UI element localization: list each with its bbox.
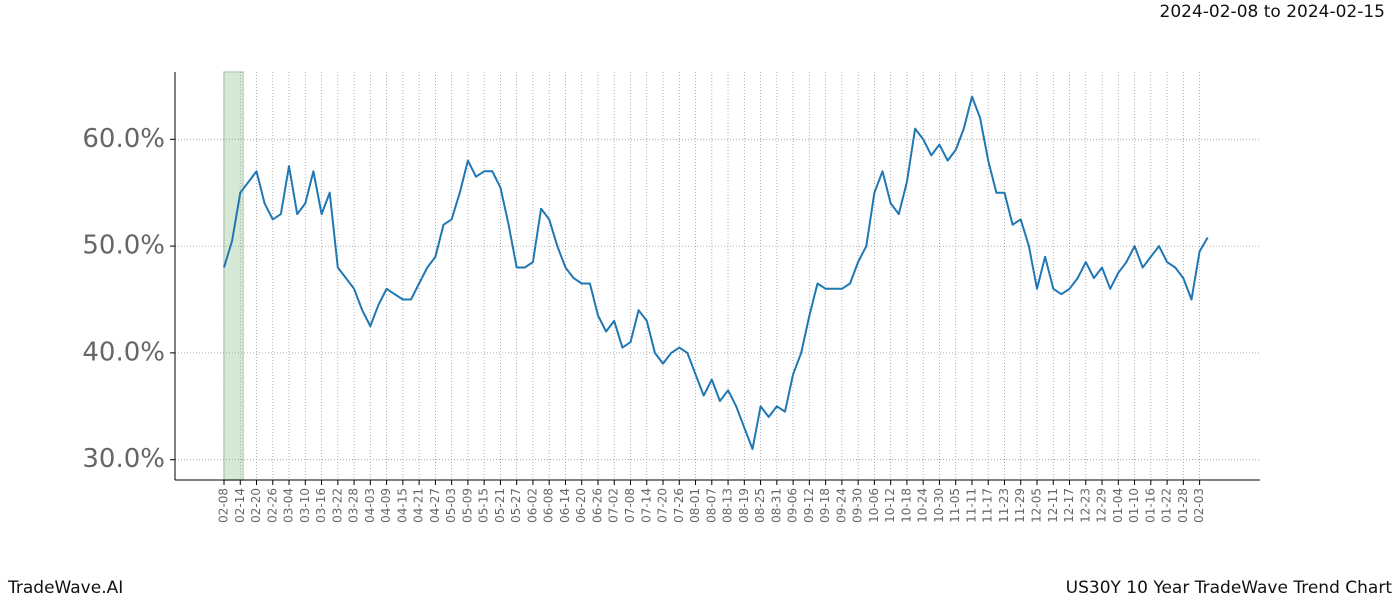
x-tick-label: 11-29 xyxy=(1013,488,1027,523)
x-tick-label: 12-05 xyxy=(1030,488,1044,523)
x-tick-label: 08-13 xyxy=(721,488,735,523)
x-tick-label: 01-22 xyxy=(1160,488,1174,523)
x-tick-label: 05-21 xyxy=(493,488,507,523)
y-tick-label: 60.0% xyxy=(82,124,165,154)
x-tick-label: 12-11 xyxy=(1046,488,1060,523)
x-tick-label: 04-03 xyxy=(363,488,377,523)
x-tick-label: 06-26 xyxy=(590,488,604,523)
x-tick-label: 02-20 xyxy=(249,488,263,523)
x-tick-label: 06-14 xyxy=(558,488,572,523)
x-tick-label: 10-12 xyxy=(883,488,897,523)
y-tick-label: 30.0% xyxy=(82,444,165,474)
brand: TradeWave.AI xyxy=(7,578,123,598)
x-tick-label: 07-26 xyxy=(672,488,686,523)
x-tick-label: 04-27 xyxy=(428,488,442,523)
x-tick-label: 08-31 xyxy=(769,488,783,523)
x-tick-label: 10-24 xyxy=(916,488,930,523)
x-tick-label: 10-18 xyxy=(899,488,913,523)
x-tick-label: 11-05 xyxy=(948,488,962,523)
x-tick-label: 03-04 xyxy=(282,488,296,523)
x-tick-label: 01-04 xyxy=(1111,488,1125,523)
x-tick-label: 05-03 xyxy=(444,488,458,523)
x-tick-label: 06-02 xyxy=(525,488,539,523)
x-tick-label: 06-08 xyxy=(542,488,556,523)
x-tick-label: 05-27 xyxy=(509,488,523,523)
x-tick-label: 08-01 xyxy=(688,488,702,523)
x-tick-label: 02-26 xyxy=(265,488,279,523)
chart-title: US30Y 10 Year TradeWave Trend Chart xyxy=(1066,578,1393,598)
x-tick-label: 02-14 xyxy=(233,488,247,523)
x-tick-label: 09-24 xyxy=(834,488,848,523)
x-tick-label: 07-08 xyxy=(623,488,637,523)
x-tick-label: 09-06 xyxy=(786,488,800,523)
date-range: 2024-02-08 to 2024-02-15 xyxy=(1160,2,1385,22)
x-tick-label: 11-17 xyxy=(981,488,995,523)
x-tick-label: 04-15 xyxy=(395,488,409,523)
x-tick-label: 09-12 xyxy=(802,488,816,523)
x-tick-label: 11-23 xyxy=(997,488,1011,523)
x-tick-label: 05-15 xyxy=(477,488,491,523)
x-tick-label: 08-07 xyxy=(704,488,718,523)
x-tick-label: 03-22 xyxy=(330,488,344,523)
x-tick-label: 12-29 xyxy=(1095,488,1109,523)
x-tick-label: 01-28 xyxy=(1176,488,1190,523)
x-tick-label: 02-03 xyxy=(1192,488,1206,523)
x-tick-label: 10-30 xyxy=(932,488,946,523)
x-tick-label: 01-10 xyxy=(1127,488,1141,523)
x-tick-label: 07-02 xyxy=(607,488,621,523)
x-tick-label: 08-25 xyxy=(753,488,767,523)
x-tick-label: 02-08 xyxy=(217,488,231,523)
x-tick-label: 04-21 xyxy=(412,488,426,523)
x-tick-label: 06-20 xyxy=(574,488,588,523)
x-tick-label: 08-19 xyxy=(737,488,751,523)
x-tick-label: 03-16 xyxy=(314,488,328,523)
x-tick-label: 03-10 xyxy=(298,488,312,523)
x-tick-label: 09-18 xyxy=(818,488,832,523)
x-tick-label: 09-30 xyxy=(851,488,865,523)
x-tick-label: 12-23 xyxy=(1078,488,1092,523)
x-tick-label: 05-09 xyxy=(460,488,474,523)
x-tick-label: 07-20 xyxy=(656,488,670,523)
x-tick-label: 12-17 xyxy=(1062,488,1076,523)
y-tick-label: 40.0% xyxy=(82,337,165,367)
x-tick-label: 03-28 xyxy=(347,488,361,523)
trend-line xyxy=(223,95,1209,450)
x-tick-label: 11-11 xyxy=(964,488,978,523)
x-tick-label: 07-14 xyxy=(639,488,653,523)
x-tick-label: 10-06 xyxy=(867,488,881,523)
y-tick-label: 50.0% xyxy=(82,231,165,261)
x-tick-label: 04-09 xyxy=(379,488,393,523)
x-tick-label: 01-16 xyxy=(1143,488,1157,523)
